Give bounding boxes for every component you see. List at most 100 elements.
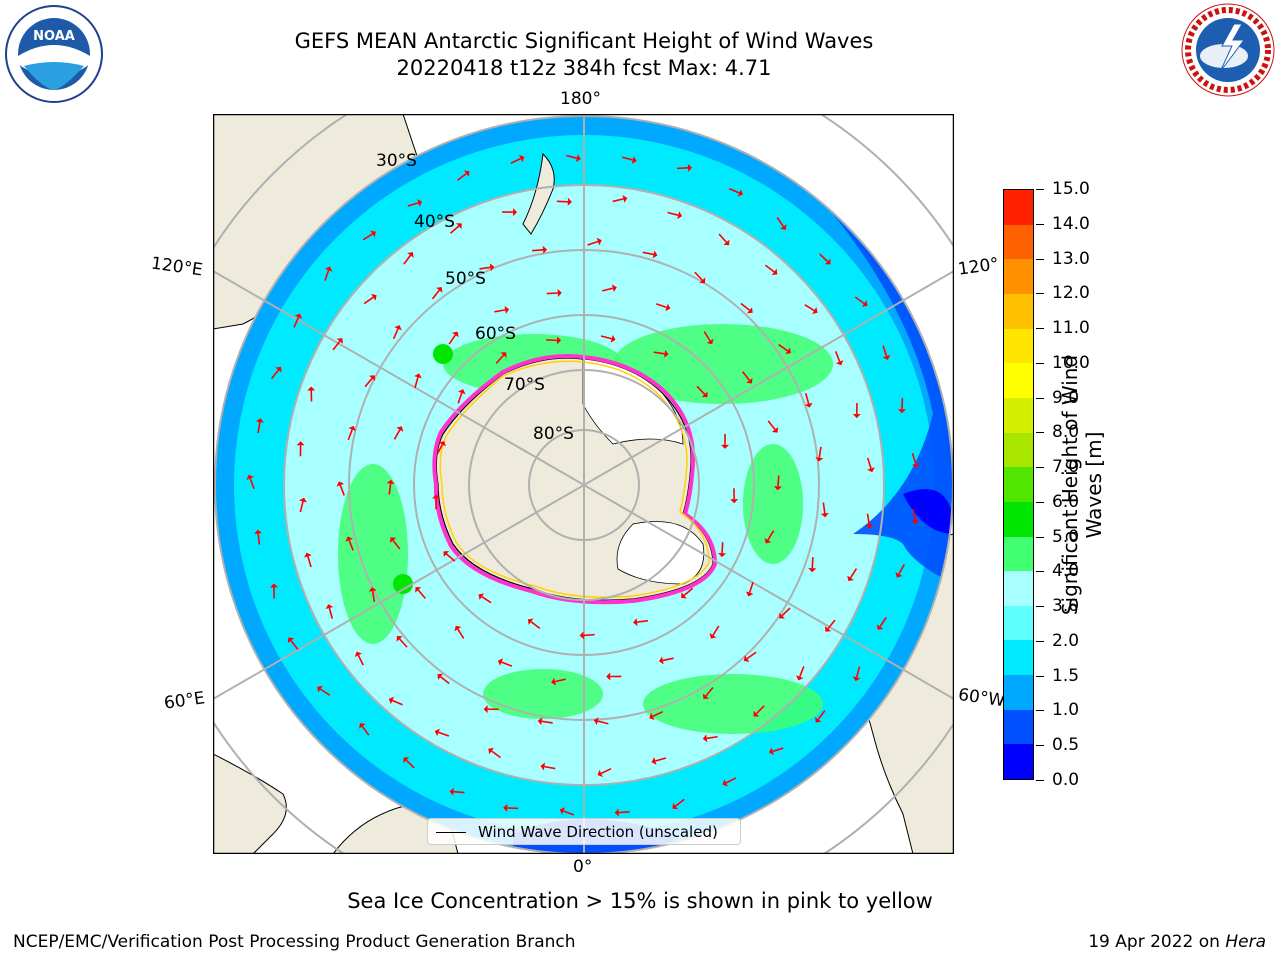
wave-arrow-shaft (320, 688, 331, 696)
wave-arrow-head (432, 494, 441, 499)
wave-arrow-head (519, 154, 525, 163)
colorbar-bin (1004, 744, 1033, 779)
colorbar-bin (1004, 467, 1033, 502)
colorbar-tick-label: 6.0 (1052, 491, 1080, 512)
wave-arrow-shaft (799, 666, 805, 677)
colorbar-bin (1004, 536, 1033, 572)
colorbar-bin (1004, 259, 1033, 295)
wave-arrow-head (488, 747, 494, 755)
wave-arrow-shaft (912, 509, 916, 521)
wave-arrow-shaft (819, 253, 829, 263)
wave-arrow-shaft (449, 225, 460, 234)
colorbar-tick-label: 9.0 (1052, 387, 1080, 408)
colorbar-tick-label: 0.5 (1052, 735, 1080, 756)
wave-arrow-shaft (307, 556, 312, 568)
title-line-2: 20220418 t12z 384h fcst Max: 4.71 (396, 56, 772, 80)
wave-arrow-head (820, 512, 829, 518)
colorbar-tick-mark (1036, 189, 1044, 190)
wave-arrow-shaft (544, 765, 556, 770)
lon-label-180: 180° (560, 89, 601, 109)
wave-arrow-shaft (728, 187, 740, 194)
wave-arrow-shaft (866, 457, 872, 469)
colorbar-tick-label: 5.0 (1052, 526, 1080, 547)
wave-arrow-head (596, 237, 602, 246)
wave-arrow-head (394, 325, 402, 331)
wave-arrow-head (527, 618, 534, 625)
wave-arrow-shaft (778, 343, 789, 352)
wave-arrow-shaft (357, 654, 364, 666)
colorbar-tick-mark (1036, 293, 1044, 295)
wave-arrow-head (369, 375, 376, 381)
colorbar-tick-label: 1.5 (1052, 665, 1080, 686)
wave-arrow-shaft (510, 157, 522, 164)
wave-arrow-shaft (776, 217, 785, 228)
wave-arrow-shaft (494, 309, 506, 313)
wave-arrow-shaft (767, 530, 775, 541)
wave-arrow-shaft (407, 202, 419, 207)
colorbar-tick-mark (1036, 328, 1044, 330)
wave-arrow-head (812, 307, 818, 314)
wave-arrow-shaft (882, 345, 888, 357)
wave-arrow-head (542, 245, 548, 254)
wave-arrow-shaft (746, 651, 757, 660)
wave-arrow-shaft (257, 421, 261, 434)
wave-arrow-head (804, 402, 813, 408)
wave-arrow-head (299, 497, 307, 503)
wave-arrow-head (396, 636, 403, 642)
colorbar-tick-mark (1036, 467, 1044, 469)
wave-arrow-head (702, 693, 710, 700)
wave-arrow-head (575, 154, 581, 163)
colorbar-bin (1004, 190, 1033, 225)
wave-arrow-shaft (332, 340, 341, 351)
wave-arrow-shaft (742, 371, 751, 381)
wave-arrow-shaft (299, 501, 304, 513)
wave-arrow-head (815, 457, 824, 462)
lon-label-60e: 60°E (162, 688, 207, 714)
wave-arrow-head (537, 717, 543, 726)
wave-arrow-shaft (457, 628, 465, 639)
wave-arrow-head (622, 195, 628, 203)
colorbar-bin (1004, 397, 1033, 433)
legend-label: Wind Wave Direction (unscaled) (478, 823, 718, 841)
wave-arrow-head (687, 163, 693, 172)
wave-arrow-shaft (457, 392, 463, 404)
wave-arrow-head (388, 696, 394, 705)
wave-arrow-shaft (662, 657, 674, 662)
wave-arrow-shaft (440, 676, 450, 685)
colorbar-bin (1004, 605, 1033, 641)
wave-arrow-shaft (898, 564, 905, 575)
wave-arrow-shaft (453, 790, 465, 794)
lat-label-60s: 60°S (475, 324, 516, 344)
wave-arrow-head (773, 486, 782, 491)
lat-label-40s: 40°S (414, 212, 455, 232)
wave-arrow-shaft (270, 369, 280, 380)
colorbar-bin (1004, 224, 1033, 260)
wave-arrow-shaft (655, 757, 667, 762)
wave-arrow-shaft (456, 173, 467, 181)
wave-arrow-head (631, 156, 637, 164)
wave-arrow-shaft (683, 587, 694, 596)
wave-arrow-head (457, 389, 466, 395)
wave-arrow-head (307, 386, 316, 391)
wave-arrow-head (246, 474, 254, 480)
colorbar-tick-mark (1036, 640, 1044, 642)
wave-arrow-shaft (361, 725, 370, 736)
wave-arrow-head (745, 591, 754, 597)
wave-arrow-shaft (563, 810, 575, 816)
wave-arrow-shaft (866, 513, 871, 525)
wave-arrow-head (556, 336, 562, 345)
lon-label-120e: 120°E (149, 253, 204, 281)
wave-arrow-head (746, 377, 753, 384)
wave-arrow-shaft (602, 287, 614, 292)
wave-arrow-shaft (399, 638, 408, 648)
wave-arrow-shaft (740, 302, 751, 311)
colorbar-tick-mark (1036, 675, 1044, 677)
sea-ice-caption: Sea Ice Concentration > 15% is shown in … (347, 889, 933, 913)
wave-arrow-shaft (827, 619, 836, 630)
wave-arrow-shaft (417, 589, 426, 599)
wave-arrow-head (345, 536, 353, 542)
wave-arrow-shaft (501, 661, 513, 667)
wave-arrow-head (336, 338, 343, 344)
colorbar-tick-label: 3.0 (1052, 596, 1080, 617)
wave-arrow-head (348, 425, 356, 431)
